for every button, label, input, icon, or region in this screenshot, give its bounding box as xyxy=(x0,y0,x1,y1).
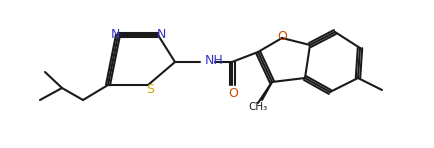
Text: N: N xyxy=(110,28,120,41)
Text: O: O xyxy=(277,29,287,42)
Text: N: N xyxy=(156,28,166,41)
Text: S: S xyxy=(146,82,154,95)
Text: CH₃: CH₃ xyxy=(248,102,268,112)
Text: O: O xyxy=(228,86,238,99)
Text: NH: NH xyxy=(205,53,224,66)
